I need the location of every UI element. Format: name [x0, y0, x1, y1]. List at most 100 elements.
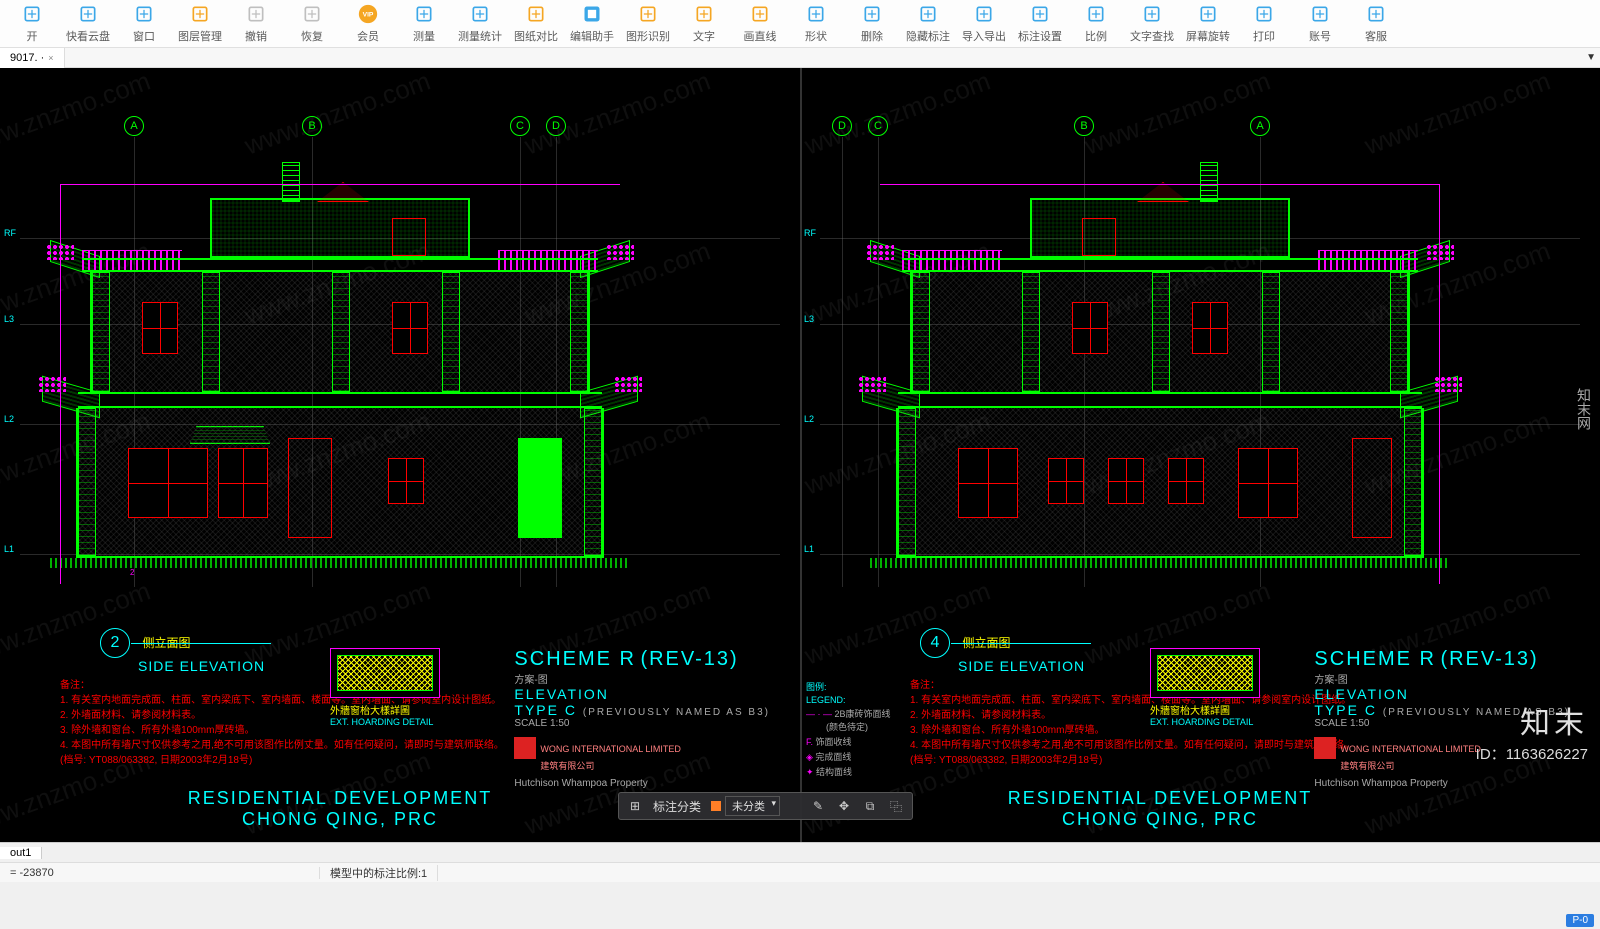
- coord-readout: = -23870: [0, 867, 320, 879]
- legend-block: 图例: LEGEND: — · — 2B康砖饰面线(颜色待定)F. 饰面收线◈ …: [806, 678, 891, 780]
- tab-bar: 9017. · × ▼: [0, 48, 1600, 68]
- grid-bubble: C: [510, 116, 530, 136]
- redo-icon: [301, 3, 323, 25]
- move-icon[interactable]: ✥: [836, 798, 852, 814]
- notes-block-right: 备注：1. 有关室内地面完成面、柱面、室内梁底下、室内墙面、楼面等。室内墙面、请…: [910, 678, 1354, 768]
- toolbar-annot-set[interactable]: 标注设置: [1012, 1, 1068, 47]
- toolbar-label: 会员: [357, 28, 379, 44]
- toolbar-label: 文字查找: [1130, 28, 1174, 44]
- compare-icon: [525, 3, 547, 25]
- toolbar-cloud[interactable]: 快看云盘: [60, 1, 116, 47]
- toolbar-delete[interactable]: 删除: [844, 1, 900, 47]
- toolbar-window[interactable]: 窗口: [116, 1, 172, 47]
- toolbar-label: 图纸对比: [514, 28, 558, 44]
- grid-bubble: B: [1074, 116, 1094, 136]
- toolbar-editor[interactable]: 编辑助手: [564, 1, 620, 47]
- toolbar-label: 打印: [1253, 28, 1275, 44]
- close-icon[interactable]: ×: [48, 53, 53, 63]
- edit-icon[interactable]: ✎: [810, 798, 826, 814]
- toolbar-label: 隐藏标注: [906, 28, 950, 44]
- toolbar-undo[interactable]: 撤销: [228, 1, 284, 47]
- toolbar-label: 屏幕旋转: [1186, 28, 1230, 44]
- side-watermark: 知末网: [1578, 388, 1594, 430]
- drawing-title-right: 4 侧立面图 SIDE ELEVATION: [920, 628, 1085, 676]
- toolbar-label: 测量: [413, 28, 435, 44]
- toolbar-label: 开: [27, 28, 38, 44]
- toolbar-label: 客服: [1365, 28, 1387, 44]
- editor-icon: [581, 3, 603, 25]
- annot-category-label: 标注分类: [653, 798, 701, 815]
- toolbar-hide-annot[interactable]: 隐藏标注: [900, 1, 956, 47]
- toolbar-label: 窗口: [133, 28, 155, 44]
- copy-icon[interactable]: ⧉: [862, 798, 878, 814]
- layout-tabs: out1: [0, 842, 1600, 862]
- sheet-number: 4: [920, 628, 950, 658]
- toolbar-open[interactable]: 开: [4, 1, 60, 47]
- toolbar-label: 文字: [693, 28, 715, 44]
- toolbar-label: 比例: [1085, 28, 1107, 44]
- toolbar-import[interactable]: 导入导出: [956, 1, 1012, 47]
- toolbar-redo[interactable]: 恢复: [284, 1, 340, 47]
- toolbar-measure[interactable]: 测量: [396, 1, 452, 47]
- text-icon: [693, 3, 715, 25]
- toolbar-rotate[interactable]: 屏幕旋转: [1180, 1, 1236, 47]
- toolbar-label: 恢复: [301, 28, 323, 44]
- measure-stat-icon: [469, 3, 491, 25]
- toolbar-vip[interactable]: VIP 会员: [340, 1, 396, 47]
- toolbar-layers[interactable]: 图层管理: [172, 1, 228, 47]
- grid-bubble: B: [302, 116, 322, 136]
- toolbar-label: 删除: [861, 28, 883, 44]
- cloud-icon: [77, 3, 99, 25]
- delete-icon: [861, 3, 883, 25]
- toolbar-scale[interactable]: 比例: [1068, 1, 1124, 47]
- rotate-icon: [1197, 3, 1219, 25]
- status-badge: P-0: [1566, 914, 1594, 927]
- toolbar-measure-stat[interactable]: 测量统计: [452, 1, 508, 47]
- hide-annot-icon: [917, 3, 939, 25]
- toolbar-text[interactable]: 文字: [676, 1, 732, 47]
- toolbar-shape[interactable]: 形状: [788, 1, 844, 47]
- file-tab[interactable]: 9017. · ×: [0, 48, 65, 68]
- svg-text:VIP: VIP: [363, 12, 374, 19]
- toolbar-line[interactable]: 画直线: [732, 1, 788, 47]
- toolbar-account[interactable]: 账号: [1292, 1, 1348, 47]
- toolbar-label: 快看云盘: [66, 28, 110, 44]
- layers-icon: [189, 3, 211, 25]
- toolbar-label: 账号: [1309, 28, 1331, 44]
- drawing-canvas[interactable]: www.znzmo.comwww.znzmo.comwww.znzmo.comw…: [0, 68, 1600, 842]
- brand-watermark: 知末: [1520, 698, 1588, 742]
- toolbar-label: 画直线: [744, 28, 777, 44]
- paste-icon[interactable]: ⿻: [888, 798, 904, 814]
- resource-id: ID：1163626227: [1476, 743, 1588, 764]
- toolbar-label: 测量统计: [458, 28, 502, 44]
- annot-category-select[interactable]: 未分类: [725, 796, 780, 816]
- toolbar-print[interactable]: 打印: [1236, 1, 1292, 47]
- toolbar-label: 编辑助手: [570, 28, 614, 44]
- toolbar-recognize[interactable]: 图形识别: [620, 1, 676, 47]
- grid-bubble: C: [868, 116, 888, 136]
- scale-icon: [1085, 3, 1107, 25]
- window-icon: [133, 3, 155, 25]
- service-icon: [1365, 3, 1387, 25]
- toolbar-service[interactable]: 客服: [1348, 1, 1404, 47]
- import-icon: [973, 3, 995, 25]
- toolbar-label: 形状: [805, 28, 827, 44]
- account-icon: [1309, 3, 1331, 25]
- toolbar-label: 图形识别: [626, 28, 670, 44]
- print-icon: [1253, 3, 1275, 25]
- layout-tab[interactable]: out1: [0, 847, 42, 859]
- annot-set-icon: [1029, 3, 1051, 25]
- line-icon: [749, 3, 771, 25]
- toolbar-compare[interactable]: 图纸对比: [508, 1, 564, 47]
- floating-annot-toolbar[interactable]: ⊞ 标注分类 未分类 ✎ ✥ ⧉ ⿻: [618, 792, 913, 820]
- toolbar-label: 标注设置: [1018, 28, 1062, 44]
- toolbar-find[interactable]: 文字查找: [1124, 1, 1180, 47]
- building-elevation-left: 2: [90, 198, 590, 588]
- toolbar-label: 图层管理: [178, 28, 222, 44]
- tab-menu-arrow[interactable]: ▼: [1586, 52, 1596, 63]
- recognize-icon: [637, 3, 659, 25]
- status-bar: = -23870 模型中的标注比例:1 P-0: [0, 862, 1600, 882]
- right-view: DCBA RFL3L2L1: [800, 68, 1600, 842]
- shape-icon: [805, 3, 827, 25]
- grid-icon[interactable]: ⊞: [627, 798, 643, 814]
